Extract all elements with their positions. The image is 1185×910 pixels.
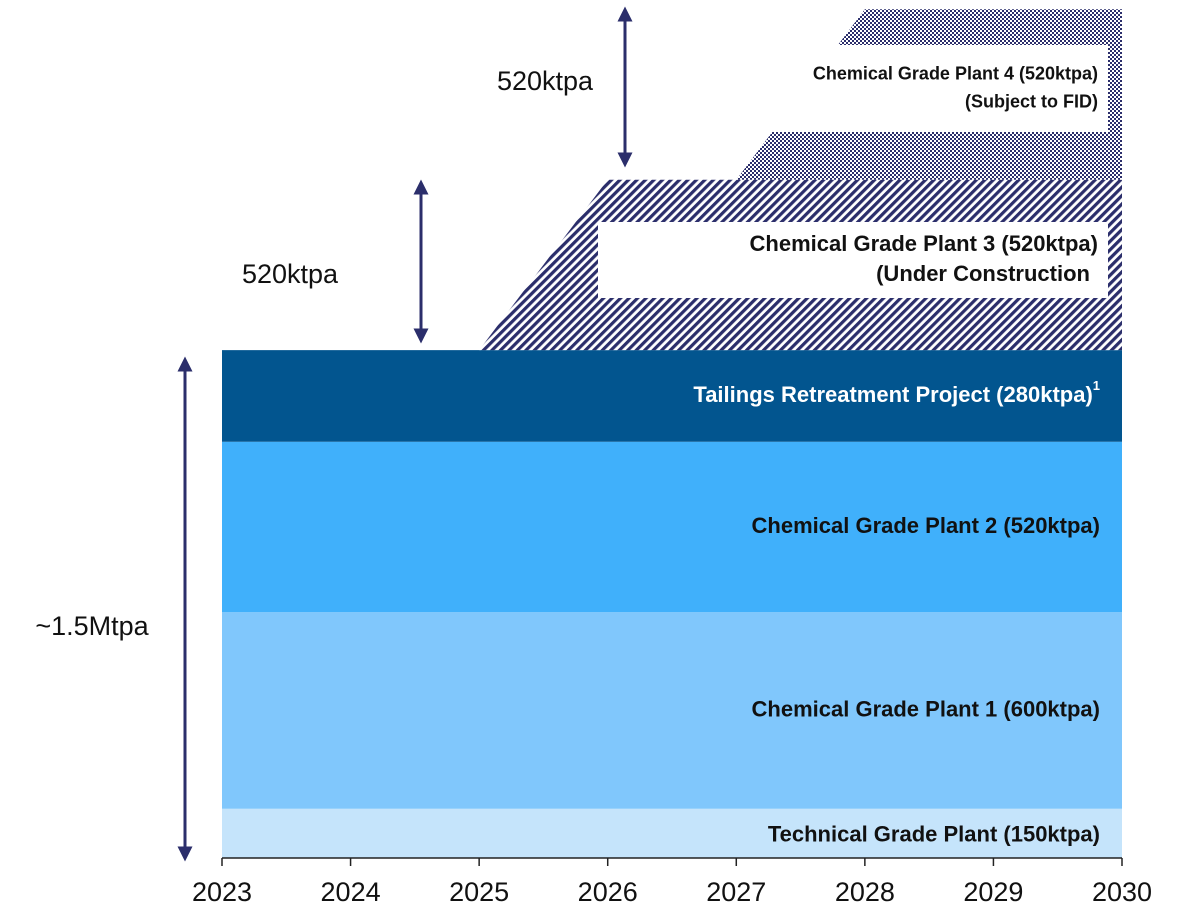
x-tick-label: 2024 bbox=[321, 877, 381, 907]
series-name: Chemical Grade Plant 1 (600ktpa) bbox=[752, 696, 1100, 721]
x-tick-label: 2023 bbox=[192, 877, 252, 907]
x-tick-label: 2029 bbox=[963, 877, 1023, 907]
area bbox=[222, 350, 1122, 442]
series-label: Chemical Grade Plant 4 (520ktpa) bbox=[813, 63, 1098, 83]
label-box bbox=[715, 45, 1108, 132]
series-name: Tailings Retreatment Project (280ktpa) bbox=[693, 382, 1092, 407]
area bbox=[222, 612, 1122, 809]
series-status: (Under Construction bbox=[876, 261, 1090, 286]
footnote-mark: 1 bbox=[1093, 378, 1100, 393]
series-name: Chemical Grade Plant 2 (520ktpa) bbox=[752, 513, 1100, 538]
annotation: 520ktpa bbox=[242, 259, 339, 289]
annotation: 520ktpa bbox=[497, 66, 594, 96]
x-tick-label: 2026 bbox=[578, 877, 638, 907]
x-tick-label: 2027 bbox=[706, 877, 766, 907]
x-tick-label: 2028 bbox=[835, 877, 895, 907]
annotation: ~1.5Mtpa bbox=[35, 611, 149, 641]
series-name: Technical Grade Plant (150ktpa) bbox=[768, 821, 1100, 846]
series-label: Chemical Grade Plant 1 (600ktpa) bbox=[752, 696, 1100, 721]
series-label: Technical Grade Plant (150ktpa) bbox=[768, 821, 1100, 846]
series-label: Tailings Retreatment Project (280ktpa)1 bbox=[693, 378, 1100, 406]
series-label: Chemical Grade Plant 3 (520ktpa) bbox=[750, 231, 1098, 256]
x-tick-label: 2025 bbox=[449, 877, 509, 907]
area bbox=[222, 441, 1122, 613]
area bbox=[222, 808, 1122, 858]
series-status: (Subject to FID) bbox=[965, 91, 1098, 111]
label-box bbox=[598, 222, 1108, 298]
series-label: Chemical Grade Plant 2 (520ktpa) bbox=[752, 513, 1100, 538]
x-tick-label: 2030 bbox=[1092, 877, 1152, 907]
